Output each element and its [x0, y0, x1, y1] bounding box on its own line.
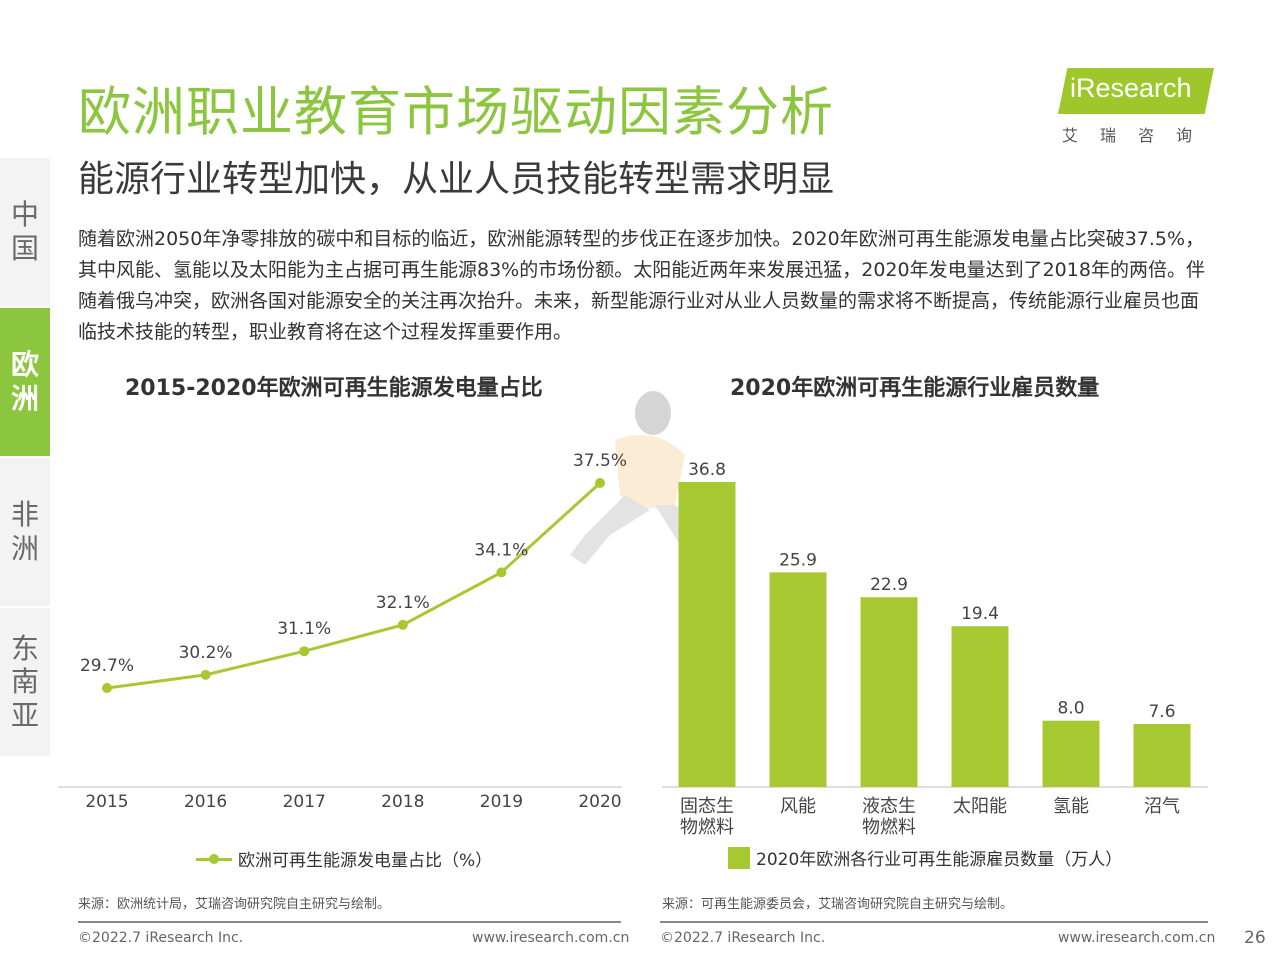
copyright-left: ©2022.7 iResearch Inc.: [78, 930, 244, 946]
url-right[interactable]: www.iresearch.com.cn: [1058, 930, 1216, 946]
bar-category-label: 液态生: [862, 796, 916, 817]
line-point: [496, 567, 507, 578]
logo-text: iResearch: [1070, 73, 1192, 103]
line-x-tick-label: 2018: [381, 792, 424, 812]
bar-legend-label: 2020年欧洲各行业可再生能源雇员数量（万人）: [756, 850, 1123, 870]
region-tabs: 中国 欧洲 非洲 东南亚: [0, 158, 50, 758]
url-left[interactable]: www.iresearch.com.cn: [472, 930, 630, 946]
bar-data-label: 8.0: [1057, 699, 1084, 719]
copyright-right: ©2022.7 iResearch Inc.: [660, 930, 826, 946]
bar-category-label: 固态生: [680, 796, 734, 817]
bar-data-label: 25.9: [779, 550, 817, 570]
line-data-label: 29.7%: [80, 656, 134, 676]
line-point: [595, 478, 605, 488]
line-series: [106, 481, 602, 690]
bar: [951, 626, 1009, 787]
line-data-label: 30.2%: [179, 643, 233, 663]
bar: [1042, 720, 1100, 787]
footer-divider-right: [660, 921, 1208, 923]
line-point: [102, 683, 112, 693]
bar-data-label: 19.4: [961, 604, 999, 624]
bar-legend-symbol: [728, 846, 750, 869]
bar: [769, 572, 827, 787]
line-x-tick-label: 2016: [184, 792, 227, 812]
line-chart-legend: 欧洲可再生能源发电量占比（%）: [196, 846, 492, 871]
bar-category-label: 物燃料: [862, 817, 916, 838]
bar-data-label: 7.6: [1148, 702, 1175, 722]
bar: [678, 482, 736, 787]
line-data-label: 37.5%: [573, 451, 627, 471]
line-chart-title: 2015-2020年欧洲可再生能源发电量占比: [125, 376, 543, 401]
region-tab-southeast-asia[interactable]: 东南亚: [0, 608, 50, 756]
line-x-tick-label: 2017: [283, 792, 326, 812]
bar: [1133, 724, 1191, 787]
line-point: [397, 619, 408, 630]
bar-category-label: 沼气: [1144, 796, 1180, 817]
line-x-tick-label: 2015: [85, 792, 128, 812]
page-subtitle: 能源行业转型加快，从业人员技能转型需求明显: [78, 159, 835, 200]
line-data-label: 31.1%: [277, 619, 331, 639]
footer-divider-left: [78, 921, 621, 923]
source-left: 来源：欧洲统计局，艾瑞咨询研究院自主研究与绘制。: [78, 897, 391, 912]
line-data-label: 32.1%: [376, 593, 430, 613]
logo-subtext: 艾瑞咨询: [1062, 126, 1215, 145]
line-legend-symbol: [196, 852, 232, 866]
line-data-label: 34.1%: [474, 540, 528, 560]
page-title: 欧洲职业教育市场驱动因素分析: [78, 82, 834, 143]
bar-chart-legend: 2020年欧洲各行业可再生能源雇员数量（万人）: [728, 845, 1122, 870]
line-x-tick-label: 2020: [578, 792, 621, 812]
line-point: [299, 646, 310, 657]
bar-chart-title: 2020年欧洲可再生能源行业雇员数量: [730, 376, 1100, 401]
bar-category-label: 物燃料: [680, 817, 734, 838]
line-x-tick-label: 2019: [480, 792, 523, 812]
region-tab-africa[interactable]: 非洲: [0, 458, 50, 606]
bar-category-label: 风能: [780, 796, 816, 817]
bar-data-label: 36.8: [688, 460, 726, 480]
region-tab-europe[interactable]: 欧洲: [0, 308, 50, 456]
iresearch-logo: iResearch 艾瑞咨询: [1058, 68, 1218, 148]
bar-category-label: 太阳能: [953, 796, 1007, 817]
source-right: 来源：可再生能源委员会，艾瑞咨询研究院自主研究与绘制。: [662, 897, 1014, 912]
line-chart: 29.7% 2015 30.2% 2016 31.1% 2017 32.1% 2018 34.1…: [58, 451, 627, 812]
bar-category-label: 氢能: [1053, 796, 1089, 817]
line-legend-label: 欧洲可再生能源发电量占比（%）: [238, 851, 493, 871]
intro-paragraph: 随着欧洲2050年净零排放的碳中和目标的临近，欧洲能源转型的步伐正在逐步加快。2…: [78, 228, 1205, 343]
line-point: [200, 669, 211, 680]
region-tab-china[interactable]: 中国: [0, 158, 50, 306]
bar-data-label: 22.9: [870, 575, 908, 595]
bar-chart: 36.8固态生物燃料25.9风能22.9液态生物燃料19.4太阳能8.0氢能7.…: [662, 460, 1208, 838]
bar: [860, 597, 918, 787]
page-number: 26: [1244, 928, 1266, 948]
